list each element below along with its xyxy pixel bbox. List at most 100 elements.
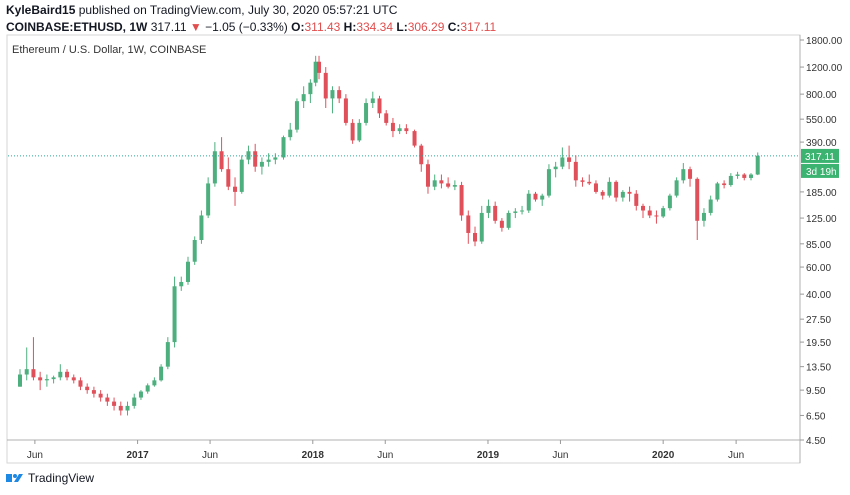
candle[interactable] — [728, 173, 733, 187]
candle[interactable] — [749, 173, 754, 181]
candle[interactable] — [722, 180, 727, 189]
candle[interactable] — [152, 377, 157, 387]
author-name[interactable]: KyleBaird15 — [6, 3, 76, 17]
candle[interactable] — [540, 193, 545, 206]
candle[interactable] — [370, 91, 375, 109]
candle[interactable] — [473, 226, 478, 247]
candle[interactable] — [459, 181, 464, 221]
candle[interactable] — [105, 393, 110, 406]
candle[interactable] — [219, 137, 224, 172]
candle[interactable] — [446, 177, 451, 189]
candle[interactable] — [179, 276, 184, 291]
candle[interactable] — [688, 166, 693, 187]
candle[interactable] — [212, 142, 217, 187]
candle[interactable] — [715, 181, 720, 202]
candle[interactable] — [735, 171, 740, 179]
candle[interactable] — [330, 86, 335, 114]
candle[interactable] — [701, 208, 706, 227]
candle[interactable] — [419, 143, 424, 172]
candle[interactable] — [192, 236, 197, 265]
candle[interactable] — [91, 386, 96, 398]
candle[interactable] — [533, 191, 538, 202]
candle[interactable] — [627, 186, 632, 202]
candle[interactable] — [412, 129, 417, 148]
candle[interactable] — [425, 159, 430, 194]
candle[interactable] — [58, 364, 63, 381]
candle[interactable] — [313, 55, 318, 87]
candle[interactable] — [206, 177, 211, 219]
candle[interactable] — [24, 347, 29, 381]
candle[interactable] — [337, 86, 342, 104]
candle[interactable] — [573, 155, 578, 187]
candle[interactable] — [553, 161, 558, 178]
candle[interactable] — [259, 157, 264, 175]
candle[interactable] — [513, 208, 518, 219]
candle[interactable] — [546, 164, 551, 198]
candle[interactable] — [600, 190, 605, 200]
candle[interactable] — [654, 210, 659, 224]
candle[interactable] — [681, 163, 686, 184]
candle[interactable] — [246, 145, 251, 165]
candle[interactable] — [165, 337, 170, 370]
candle[interactable] — [172, 276, 177, 348]
candle[interactable] — [301, 86, 306, 109]
candle[interactable] — [432, 174, 437, 191]
candle[interactable] — [560, 147, 565, 170]
candle[interactable] — [98, 390, 103, 402]
candle[interactable] — [288, 122, 293, 141]
candle[interactable] — [479, 205, 484, 244]
candle[interactable] — [486, 199, 491, 219]
candle[interactable] — [667, 193, 672, 211]
candle[interactable] — [695, 177, 700, 240]
candle[interactable] — [343, 94, 348, 126]
candle[interactable] — [118, 401, 123, 416]
candle[interactable] — [239, 155, 244, 194]
candle[interactable] — [308, 79, 313, 104]
candle[interactable] — [125, 401, 130, 416]
candle[interactable] — [85, 383, 90, 394]
candle[interactable] — [755, 152, 760, 176]
candle[interactable] — [614, 180, 619, 202]
candle[interactable] — [71, 374, 76, 384]
candle[interactable] — [132, 393, 137, 409]
candle[interactable] — [593, 180, 598, 194]
candle[interactable] — [357, 119, 362, 143]
candle[interactable] — [661, 205, 666, 219]
candle[interactable] — [38, 371, 43, 391]
candle[interactable] — [506, 210, 511, 230]
candle[interactable] — [294, 98, 299, 133]
candle[interactable] — [44, 374, 49, 387]
candle[interactable] — [404, 124, 409, 135]
candle[interactable] — [51, 375, 56, 384]
candle[interactable] — [273, 153, 278, 165]
candle[interactable] — [587, 174, 592, 186]
candle[interactable] — [112, 397, 117, 411]
candle[interactable] — [185, 256, 190, 285]
candle[interactable] — [233, 177, 238, 206]
candle[interactable] — [323, 67, 328, 109]
candle[interactable] — [620, 190, 625, 202]
candle[interactable] — [452, 180, 457, 191]
candle[interactable] — [580, 177, 585, 187]
candle[interactable] — [78, 377, 83, 391]
candle[interactable] — [607, 177, 612, 198]
candle[interactable] — [390, 117, 395, 138]
candle[interactable] — [674, 177, 679, 198]
candle[interactable] — [199, 210, 204, 244]
candle[interactable] — [281, 135, 286, 160]
candle[interactable] — [17, 369, 22, 387]
candle[interactable] — [145, 383, 150, 394]
candle[interactable] — [466, 210, 471, 244]
candle[interactable] — [439, 174, 444, 189]
candle[interactable] — [708, 195, 713, 216]
candle[interactable] — [567, 145, 572, 170]
candle[interactable] — [138, 390, 143, 400]
candle[interactable] — [520, 205, 525, 215]
candle[interactable] — [159, 364, 164, 382]
candle[interactable] — [634, 190, 639, 211]
candle[interactable] — [253, 143, 258, 172]
candle[interactable] — [226, 157, 231, 191]
candle[interactable] — [364, 98, 369, 126]
candle[interactable] — [641, 203, 646, 219]
